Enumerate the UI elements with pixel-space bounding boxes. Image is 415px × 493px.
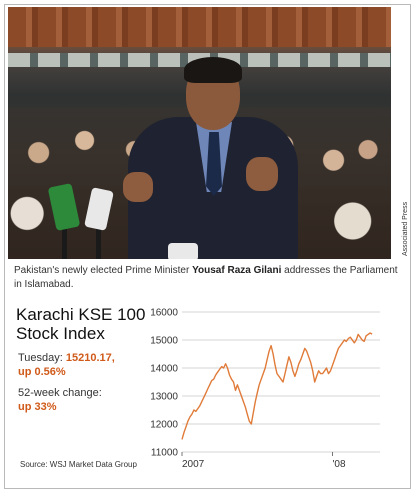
news-photo	[8, 7, 391, 259]
y-tick-label: 13000	[150, 392, 178, 403]
x-tick-label: '08	[332, 459, 345, 470]
speaker-right-hand	[246, 157, 278, 191]
tuesday-label: Tuesday:	[18, 352, 63, 364]
photo-credit: Associated Press	[392, 202, 409, 256]
kse-index-line	[181, 332, 373, 440]
tuesday-change: up 0.56%	[18, 366, 66, 378]
speaker-hair	[184, 57, 242, 83]
y-tick-label: 12000	[150, 420, 178, 431]
tuesday-value: 15210.17,	[65, 352, 115, 364]
caption-name: Yousaf Raza Gilani	[192, 265, 282, 276]
photo-caption: Pakistan's newly elected Prime Minister …	[14, 264, 399, 292]
caption-prefix: Pakistan's newly elected Prime Minister	[14, 265, 193, 276]
caption-suffix: addresses the Parliament in Islamabad.	[14, 265, 398, 290]
week-value: up 33%	[18, 401, 57, 413]
photo-credit-text: Associated Press	[402, 201, 409, 256]
wood-panel-backdrop	[8, 7, 391, 47]
chart-title: Karachi KSE 100 Stock Index	[16, 305, 146, 343]
y-tick-label: 11000	[151, 448, 179, 459]
microphone-stand	[96, 225, 101, 259]
y-tick-label: 14000	[150, 364, 178, 375]
speaker-tie	[206, 132, 222, 196]
kse-line-chart: 11000 12000 13000 14000 15000 16000 2007 '08	[150, 308, 380, 470]
week-stat: 52-week change: up 33%	[18, 386, 148, 414]
y-tick-label: 16000	[150, 308, 178, 319]
x-tick-label: 2007	[182, 459, 205, 470]
microphone-icon	[168, 243, 198, 259]
speaker-left-hand	[123, 172, 153, 202]
microphone-stand	[62, 222, 67, 259]
week-label: 52-week change:	[18, 387, 102, 399]
chart-source: Source: WSJ Market Data Group	[20, 460, 137, 469]
tuesday-stat: Tuesday: 15210.17, up 0.56%	[18, 351, 148, 379]
y-tick-label: 15000	[150, 336, 178, 347]
